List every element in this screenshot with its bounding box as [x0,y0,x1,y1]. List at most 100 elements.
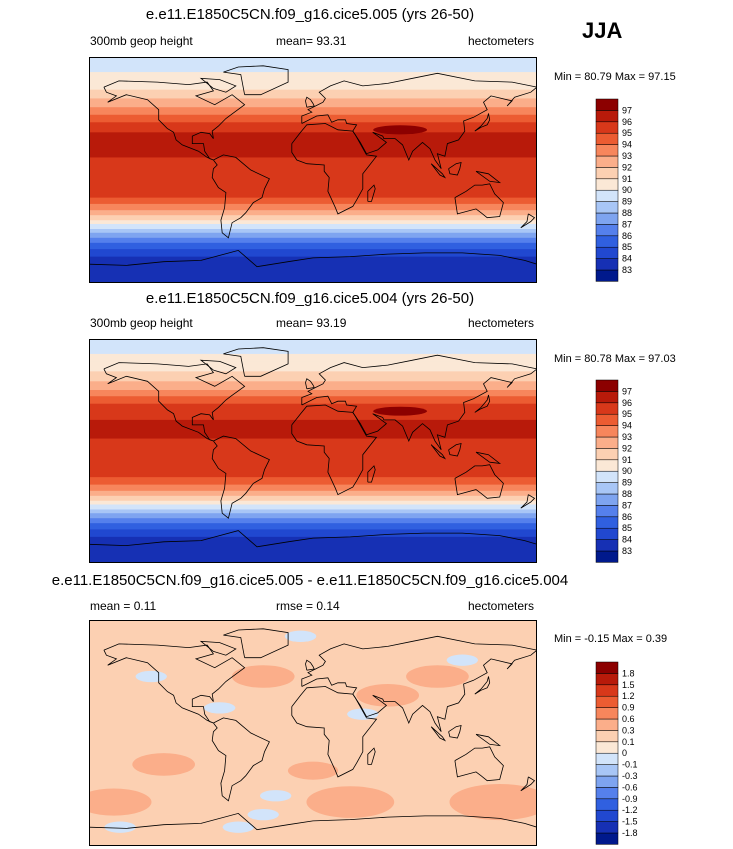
lat-band [89,457,537,460]
lat-band [89,533,537,535]
lat-band [89,70,537,73]
lat-band [89,385,537,387]
colorbar-box [595,821,619,834]
colorbar-label: -0.3 [622,771,638,781]
lat-band [89,475,537,478]
lat-band [89,454,537,457]
coastline [474,394,491,413]
colorbar-label: 91 [622,455,632,465]
lat-band [89,551,537,554]
lat-band [89,488,537,491]
colorbar-box [595,98,619,111]
lat-band [89,355,537,358]
lat-band [89,109,537,112]
lat-band [89,444,537,447]
colorbar-label: 83 [622,546,632,556]
lat-band [89,548,537,550]
lat-band [89,260,537,263]
lat-band [89,347,537,350]
lat-band [89,68,537,71]
colorbar-box [595,482,619,495]
lat-band [89,211,537,214]
lat-band [89,202,537,205]
lat-band [89,426,537,428]
lat-band [89,188,537,191]
lat-band [89,63,537,66]
lat-band [89,178,537,181]
lat-band [89,535,537,538]
colorbar-box [595,224,619,237]
map-frame [89,339,537,563]
colorbar-label: 84 [622,254,632,264]
lat-band [89,59,537,62]
lat-band [89,363,537,366]
coastline [211,435,270,519]
lat-band [89,193,537,196]
anomaly-positive [132,753,196,776]
panel-3-units: hectometers [468,599,535,613]
lat-band [89,477,537,479]
colorbar-box [595,121,619,134]
lat-band [89,264,537,267]
lat-band [89,462,537,465]
lat-band [89,538,537,540]
lat-band [89,116,537,118]
lat-band [89,376,537,379]
lat-band [89,439,537,442]
lat-band [89,254,537,256]
coastline [211,154,270,239]
colorbar-label: 94 [622,421,632,431]
coastline [89,249,537,268]
lat-band [89,64,537,67]
lat-band [89,280,537,283]
coastline [199,640,237,656]
lat-band [89,208,537,211]
colorbar-label: 1.5 [622,680,635,690]
colorbar-box [595,144,619,157]
colorbar-box [595,787,619,800]
colorbar-box [595,764,619,777]
lat-band [89,397,537,400]
colorbar-label: 93 [622,151,632,161]
lat-band [89,170,537,172]
lat-band [89,154,537,157]
colorbar-box [595,673,619,686]
lat-band [89,388,537,391]
colorbar-label: 85 [622,242,632,252]
lat-band [89,65,537,68]
lat-band [89,534,537,537]
colorbar-box [595,695,619,708]
lat-band [89,465,537,468]
anomaly-positive [449,783,537,821]
lat-band [89,361,537,364]
lat-band [89,427,537,430]
lat-band [89,368,537,371]
lat-band [89,341,537,344]
lat-band [89,556,537,559]
coastline [89,530,537,548]
lat-band [89,419,537,422]
coastline [367,184,376,202]
coastline [448,442,462,457]
colorbar-label: 86 [622,231,632,241]
lat-band [89,261,537,264]
lat-band [89,530,537,533]
coastline [305,378,315,390]
colorbar-label: -1.8 [622,828,638,838]
lat-band [89,234,537,236]
coastline [199,77,237,93]
lat-band [89,177,537,180]
coastline [430,726,447,742]
colorbar-box [595,167,619,180]
lat-band [89,546,537,549]
coastline [223,347,289,377]
lat-band [89,190,537,192]
lat-band [89,345,537,348]
max-blob [373,125,427,135]
coastline [301,354,537,451]
lat-band [89,362,537,365]
colorbar-label: 83 [622,265,632,275]
lat-band [89,474,537,477]
lat-band [89,519,537,522]
lat-band [89,272,537,275]
